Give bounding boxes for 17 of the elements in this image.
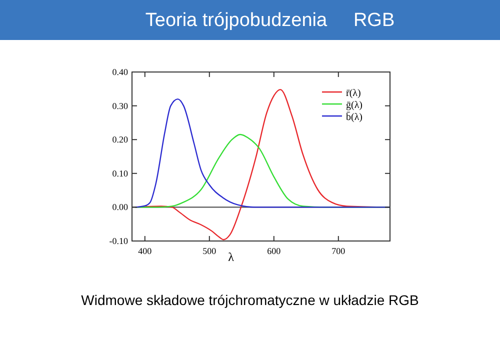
x-tick-label: 700: [332, 246, 346, 256]
chart-title: Teoria trójpobudzenia RGB: [145, 10, 395, 31]
y-tick-label: 0.20: [112, 134, 128, 145]
y-tick-label: 0.10: [112, 168, 128, 178]
y-tick-label: 0.40: [112, 67, 128, 77]
legend-label: b̄(λ): [346, 110, 363, 123]
y-tick-label: -0.10: [109, 236, 128, 246]
line-series: [134, 98, 391, 208]
legend-label: r̄(λ): [346, 88, 361, 99]
legend-label: ḡ(λ): [346, 100, 363, 111]
x-tick-label: 400: [138, 246, 152, 256]
x-axis-title: λ: [228, 250, 234, 264]
y-tick-label: 0.30: [112, 100, 128, 111]
x-tick-label: 500: [202, 246, 217, 256]
y-tick-label: 0.00: [112, 202, 128, 212]
x-tick-label: 600: [267, 246, 282, 256]
text: Widmowe składowe trójchromatyczne w układzie RGB: [81, 292, 419, 308]
